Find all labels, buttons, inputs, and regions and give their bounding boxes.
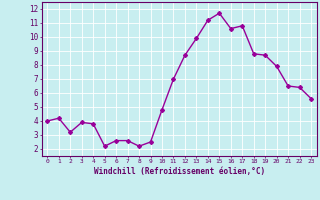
X-axis label: Windchill (Refroidissement éolien,°C): Windchill (Refroidissement éolien,°C) — [94, 167, 265, 176]
